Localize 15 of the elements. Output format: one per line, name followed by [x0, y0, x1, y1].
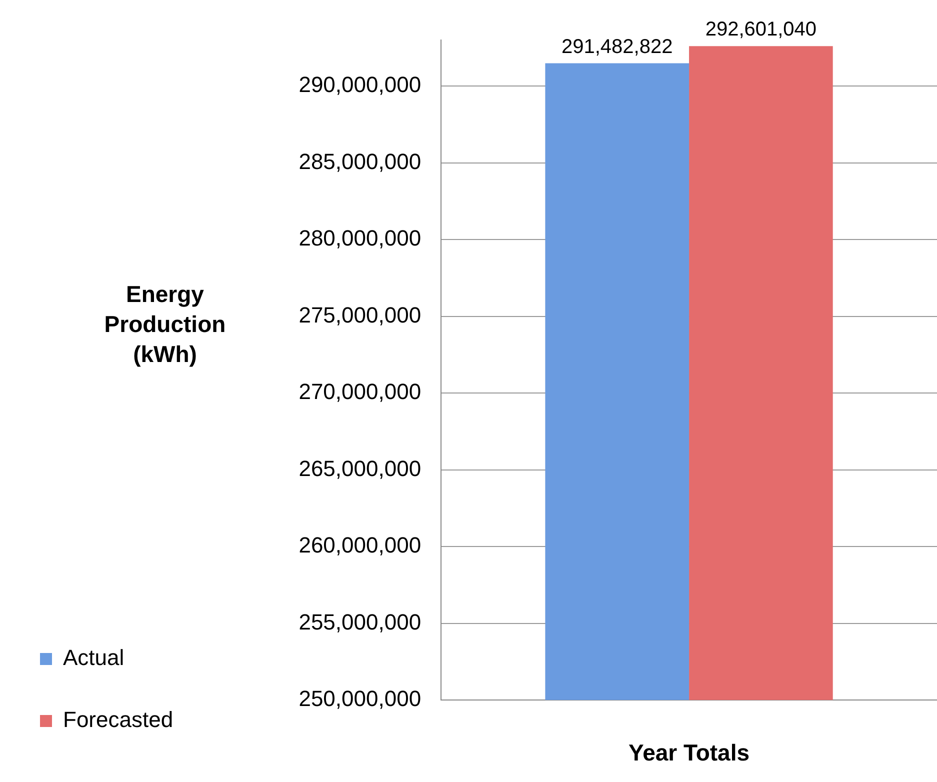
- y-tick-label: 265,000,000: [298, 456, 422, 481]
- data-label: 292,601,040: [705, 18, 817, 41]
- x-axis-title: Year Totals: [628, 740, 750, 766]
- y-tick-label: 290,000,000: [298, 72, 422, 98]
- y-tick-label: 250,000,000: [298, 686, 422, 712]
- legend-label: Actual: [63, 645, 124, 670]
- data-label: 291,482,822: [561, 36, 673, 58]
- legend-label: Forecasted: [63, 707, 174, 732]
- y-tick-label: 270,000,000: [298, 379, 422, 404]
- y-tick-label: 280,000,000: [298, 226, 422, 251]
- y-tick-label: 255,000,000: [298, 609, 422, 634]
- y-tick-label: 275,000,000: [298, 302, 422, 328]
- y-tick-label: 260,000,000: [298, 532, 422, 558]
- y-axis-title: Energy Production (kWh): [103, 280, 227, 369]
- y-tick-label: 285,000,000: [298, 148, 422, 174]
